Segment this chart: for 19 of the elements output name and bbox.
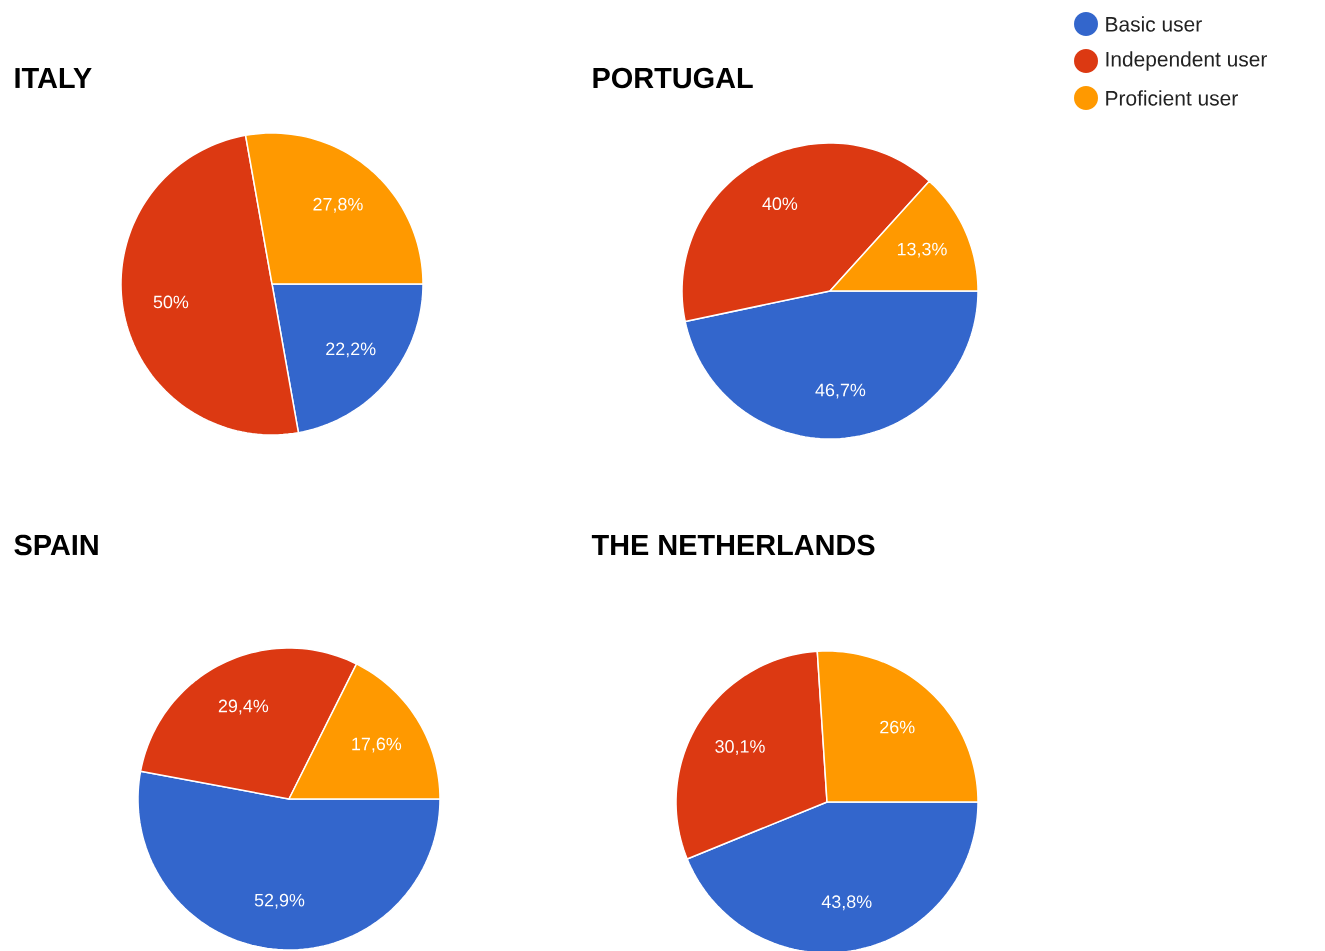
data-label: 30,1% [715,740,765,755]
legend-label: Independent user [1106,51,1267,71]
data-label: 13,3% [897,242,947,258]
data-label: 43,8% [821,895,872,911]
data-label: 50% [153,295,189,309]
data-label: 27,8% [313,197,363,213]
data-label: 46,7% [815,383,866,399]
legend-label: Basic user [1106,16,1202,32]
data-label: 22,2% [326,342,376,358]
text: ITALY [15,68,92,88]
data-label: 26% [880,720,915,734]
data-label: 17,6% [352,737,402,753]
data-label: 29,4% [218,699,269,715]
data-label: 40% [762,197,798,211]
data-label: 52,9% [254,893,305,909]
legend-label: Proficient user [1106,90,1238,106]
chart-title: THE NETHERLANDS [591,534,875,556]
chart-title: PORTUGAL [593,67,753,89]
chart-title: SPAIN [14,534,98,556]
